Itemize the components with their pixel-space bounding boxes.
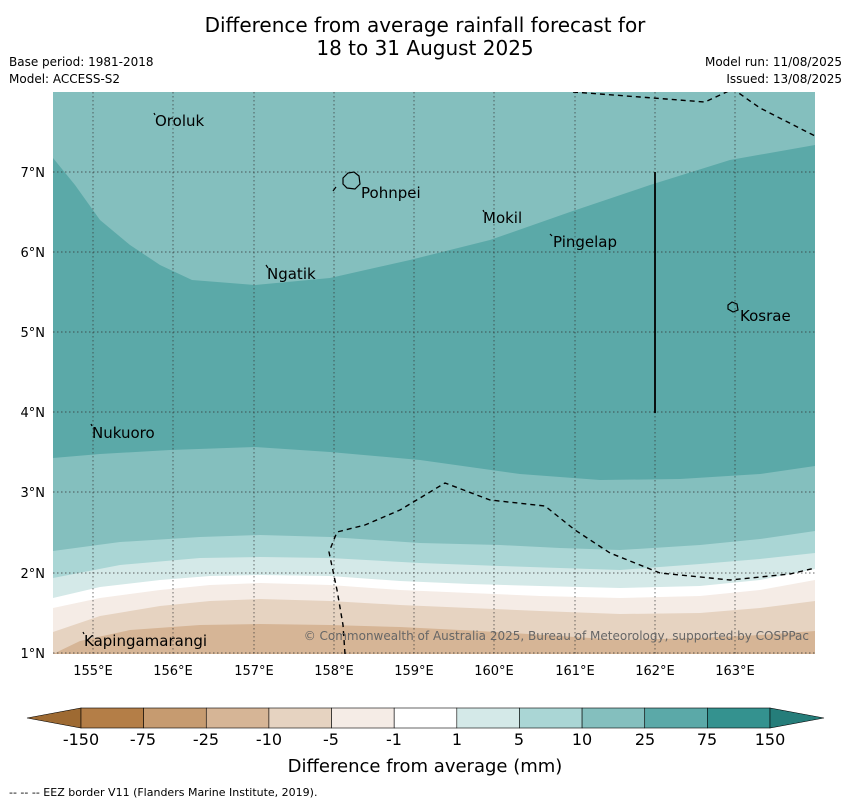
- lon-tick: 162°E: [635, 664, 675, 679]
- colorbar-swatch: [80, 707, 144, 729]
- colorbar-swatch: [644, 707, 708, 729]
- lat-tick: 3°N: [21, 486, 46, 501]
- meta-right: Model run: 11/08/2025 Issued: 13/08/2025: [705, 54, 842, 88]
- lon-tick: 157°E: [234, 664, 274, 679]
- colorbar-tick: 150: [754, 730, 786, 749]
- latitude-ticks: 7°N 6°N 5°N 4°N 3°N 2°N 1°N: [21, 166, 46, 662]
- title-line-2: 18 to 31 August 2025: [316, 36, 534, 60]
- place-labels: Oroluk Pohnpei Mokil Pingelap Ngatik Kos…: [84, 112, 791, 650]
- lat-tick: 4°N: [21, 406, 46, 421]
- colorbar-swatch: [456, 707, 520, 729]
- colorbar-tick: 1: [451, 730, 463, 749]
- colorbar-tick: -1: [386, 730, 402, 749]
- eez-borders: [328, 92, 815, 654]
- colorbar-swatch: [393, 707, 458, 729]
- colorbar-tick: 75: [696, 730, 718, 749]
- copyright-text: © Commonwealth of Australia 2025, Bureau…: [304, 629, 809, 643]
- base-period-text: Base period: 1981-2018: [9, 55, 154, 69]
- lat-tick: 2°N: [21, 567, 46, 582]
- colorbar-tick: -25: [192, 730, 220, 749]
- longitude-ticks: 155°E 156°E 157°E 158°E 159°E 160°E 161°…: [73, 664, 755, 679]
- pohnpei-island-outline: [342, 171, 361, 190]
- band-minus25-minus10: [53, 624, 815, 654]
- eez-footnote: -- -- -- EEZ border V11 (Flanders Marine…: [9, 786, 318, 799]
- colorbar-swatch: [268, 707, 332, 729]
- place-label-pingelap: Pingelap: [553, 233, 617, 251]
- band-25-75-upper: [53, 145, 815, 480]
- kosrae-island-outline: [727, 301, 739, 313]
- rainfall-bands: [53, 92, 815, 654]
- colorbar-swatch: [519, 707, 583, 729]
- lon-tick: 158°E: [314, 664, 354, 679]
- colorbar-swatch: [205, 707, 270, 729]
- colorbar-tick: 25: [634, 730, 656, 749]
- lat-tick: 6°N: [21, 246, 46, 261]
- lon-tick: 160°E: [474, 664, 514, 679]
- colorbar-extend-high: [769, 707, 825, 729]
- colorbar-tick: -10: [255, 730, 283, 749]
- eez-border-north: [572, 92, 815, 137]
- title-line-1: Difference from average rainfall forecas…: [204, 13, 646, 37]
- lat-tick: 1°N: [21, 647, 46, 662]
- colorbar-tick: -5: [323, 730, 339, 749]
- map-title: Difference from average rainfall forecas…: [0, 14, 850, 60]
- issued-text: Issued: 13/08/2025: [726, 72, 842, 86]
- model-run-text: Model run: 11/08/2025: [704, 55, 842, 69]
- place-label-oroluk: Oroluk: [155, 112, 204, 130]
- colorbar-swatch: [331, 707, 395, 729]
- grid-lines: [53, 92, 815, 654]
- colorbar-tick: 5: [513, 730, 525, 749]
- eez-border-south: [328, 482, 815, 654]
- lon-tick: 159°E: [394, 664, 434, 679]
- colorbar-label: Difference from average (mm): [287, 756, 563, 777]
- place-label-nukuoro: Nukuoro: [92, 424, 155, 442]
- colorbar-swatch: [581, 707, 646, 729]
- colorbar-tick: -75: [129, 730, 157, 749]
- place-label-pohnpei: Pohnpei: [361, 184, 421, 202]
- place-label-mokil: Mokil: [483, 209, 522, 227]
- meta-left: Base period: 1981-2018 Model: ACCESS-S2: [9, 54, 154, 88]
- colorbar: [26, 707, 825, 729]
- lon-tick: 155°E: [73, 664, 113, 679]
- colorbar-swatch: [143, 707, 207, 729]
- model-text: Model: ACCESS-S2: [9, 72, 121, 86]
- lat-tick: 7°N: [21, 166, 46, 181]
- island-outlines: [82, 112, 739, 635]
- colorbar-tick: 10: [571, 730, 593, 749]
- colorbar-swatch: [707, 707, 771, 729]
- lat-tick: 5°N: [21, 326, 46, 341]
- place-label-kosrae: Kosrae: [740, 307, 791, 325]
- place-label-kapingamarangi: Kapingamarangi: [84, 632, 207, 650]
- colorbar-extend-low: [26, 707, 82, 729]
- lon-tick: 163°E: [715, 664, 755, 679]
- place-label-ngatik: Ngatik: [267, 265, 316, 283]
- lon-tick: 156°E: [153, 664, 193, 679]
- colorbar-tick: -150: [62, 730, 100, 749]
- lon-tick: 161°E: [555, 664, 595, 679]
